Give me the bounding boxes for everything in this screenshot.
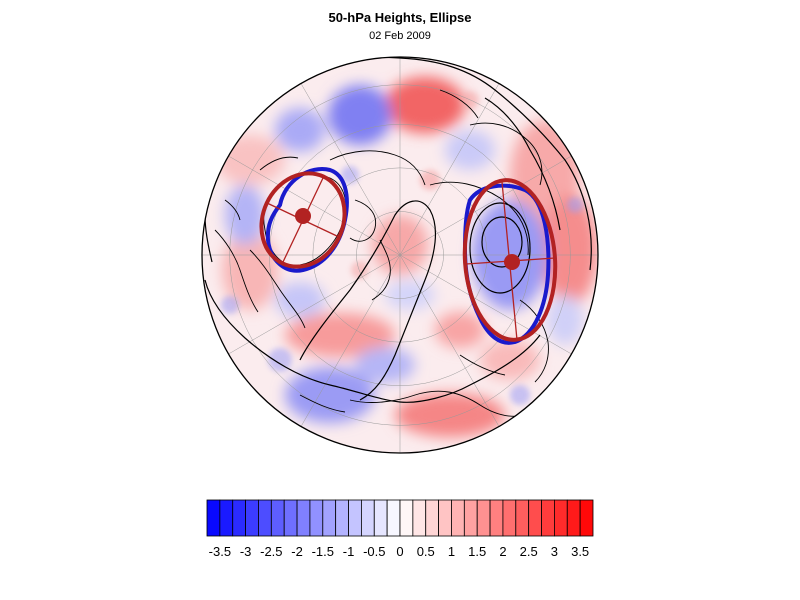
colorbar-bin — [386, 499, 401, 537]
colorbar-bin — [232, 499, 247, 537]
colorbar-bin — [296, 499, 311, 537]
colorbar-tick-label: 3 — [551, 544, 558, 559]
meridian-line — [300, 83, 401, 256]
vortex-left — [259, 167, 349, 273]
colorbar-bin — [528, 499, 542, 537]
colorbar-tick-label: 3.5 — [571, 544, 589, 559]
colorbar-bin — [463, 499, 478, 537]
colorbar-bin — [322, 499, 337, 537]
colorbar-tick-label: 0.5 — [417, 544, 435, 559]
colorbar-tick-label: -1 — [343, 544, 355, 559]
graticule — [202, 57, 598, 453]
colorbar-tick-label: 1.5 — [468, 544, 486, 559]
colorbar-bin — [412, 499, 427, 537]
centroid-right — [504, 254, 520, 270]
colorbar-bin — [258, 499, 272, 537]
colorbar-bin — [399, 499, 414, 537]
colorbar-bin — [438, 499, 452, 537]
colorbar-bin — [219, 499, 234, 537]
colorbar-bin — [451, 499, 465, 537]
colorbar-bin — [541, 499, 555, 537]
colorbar-bin — [283, 499, 298, 537]
colorbar-bin — [360, 499, 375, 537]
colorbar-bin — [425, 499, 440, 537]
colorbar-bin — [554, 499, 568, 537]
meridian-line — [399, 254, 500, 427]
colorbar-bin — [502, 499, 517, 537]
map-date: 02 Feb 2009 — [369, 30, 431, 42]
colorbar-boxes — [206, 499, 594, 537]
colorbar-tick-label: -3.5 — [209, 544, 231, 559]
coastlines — [214, 89, 549, 417]
meridian-line — [300, 254, 401, 427]
meridian-line — [228, 155, 401, 256]
colorbar-bin — [309, 499, 324, 537]
colorbar-tick-label: 2.5 — [520, 544, 538, 559]
globe-outline — [201, 56, 599, 454]
colorbar-bin — [489, 499, 504, 537]
colorbar-bin — [335, 499, 349, 537]
colorbar-tick-label: -3 — [240, 544, 252, 559]
map-title: 50-hPa Heights, Ellipse — [328, 10, 472, 25]
colorbar-tick-labels: -3.5 -3 -2.5 -2 -1.5 -1 -0.5 0 0.5 1 1.5 2 2.5 3 3.5 — [209, 544, 590, 559]
colorbar-bin — [270, 499, 285, 537]
colorbar-tick-label: -1.5 — [312, 544, 334, 559]
height-contours — [204, 57, 592, 403]
ellipse-right — [462, 178, 558, 342]
meridian-line — [399, 155, 572, 256]
colorbar-bin — [566, 499, 581, 537]
colorbar-bin — [245, 499, 259, 537]
colorbar-tick-label: 1 — [448, 544, 455, 559]
colorbar-bin — [476, 499, 491, 537]
colorbar-bin — [515, 499, 530, 537]
centroid-left — [295, 208, 311, 224]
meridian-line — [228, 254, 401, 355]
colorbar-tick-label: 2 — [499, 544, 506, 559]
vortex-right — [462, 178, 558, 345]
colorbar-bin — [373, 499, 388, 537]
colorbar-tick-label: -2.5 — [260, 544, 282, 559]
ellipse-left — [259, 171, 347, 269]
colorbar-bin — [206, 499, 221, 537]
colorbar-tick-label: 0 — [396, 544, 403, 559]
colorbar-bin — [579, 499, 594, 537]
meridian-line — [399, 83, 500, 256]
colorbar-tick-label: -2 — [291, 544, 303, 559]
colorbar-tick-label: -0.5 — [363, 544, 385, 559]
colorbar-bin — [348, 499, 362, 537]
